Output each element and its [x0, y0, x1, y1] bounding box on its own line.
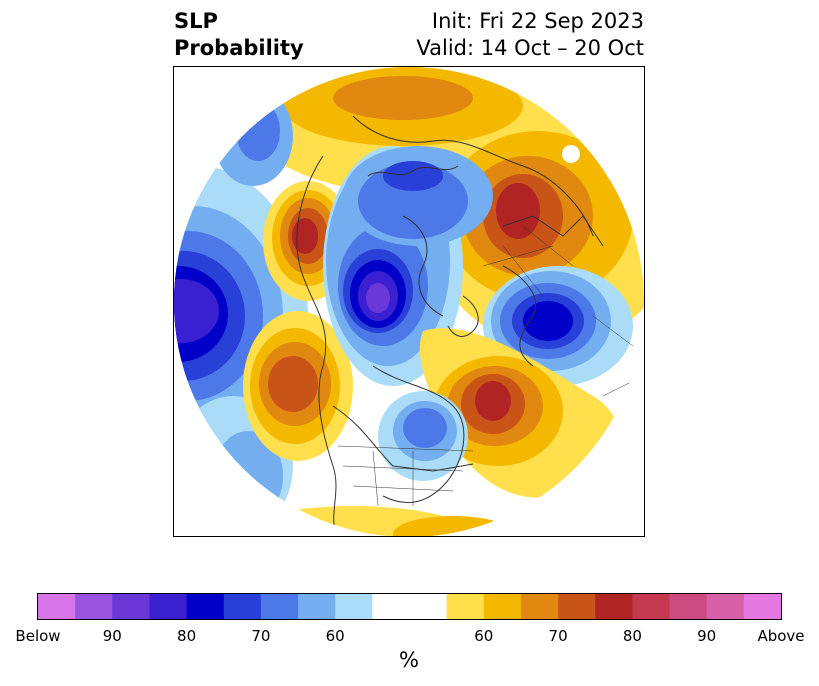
colorbar-swatch [446, 594, 485, 619]
colorbar-tick-label: 70 [251, 627, 271, 645]
colorbar-swatch [632, 594, 671, 619]
title-variable: SLP [174, 9, 218, 33]
colorbar-tick-label: Above [757, 627, 805, 645]
title-valid: Valid: 14 Oct – 20 Oct [416, 36, 644, 60]
colorbar-swatch [298, 594, 336, 619]
colorbar-swatch [75, 594, 113, 619]
colorbar-border [37, 593, 782, 620]
colorbar-swatch [38, 594, 76, 619]
blue-anomaly-siberia-arctic [343, 146, 493, 246]
colorbar [37, 593, 782, 620]
colorbar-tick-label: 80 [177, 627, 197, 645]
colorbar-swatch [149, 594, 188, 619]
colorbar-tick-label: 70 [548, 627, 568, 645]
colorbar-tick-label: 60 [474, 627, 494, 645]
colorbar-swatch [520, 594, 559, 619]
colorbar-swatch [743, 594, 782, 619]
colorbar-swatch [409, 594, 448, 619]
colorbar-tick-label: 90 [697, 627, 717, 645]
colorbar-swatch [372, 594, 410, 619]
title-metric: Probability [174, 36, 304, 60]
blue-anomaly-north-pacific [174, 86, 308, 536]
colorbar-swatch [223, 594, 262, 619]
colorbar-unit: % [399, 648, 419, 672]
map-frame [173, 66, 645, 537]
colorbar-swatch [483, 594, 522, 619]
colorbar-swatch [706, 594, 745, 619]
colorbar-swatch [335, 594, 373, 619]
colorbar-tick-label: 90 [102, 627, 122, 645]
blue-anomaly-eastern-us [378, 391, 468, 481]
colorbar-swatch [595, 594, 633, 619]
title-init: Init: Fri 22 Sep 2023 [431, 9, 644, 33]
colorbar-swatch [669, 594, 708, 619]
probability-field [174, 67, 644, 537]
coastlines [296, 115, 604, 537]
colorbar-swatch [186, 594, 225, 619]
colorbar-swatch [558, 594, 596, 619]
title-left: SLP Probability [174, 8, 304, 62]
colorbar-swatch [260, 594, 299, 619]
colorbar-tick-label: 60 [325, 627, 345, 645]
title-right: Init: Fri 22 Sep 2023 Valid: 14 Oct – 20… [416, 8, 644, 62]
colorbar-tick-label: Below [15, 627, 61, 645]
polar-map [173, 66, 645, 537]
colorbar-tick-label: 80 [622, 627, 642, 645]
colorbar-swatch [112, 594, 150, 619]
